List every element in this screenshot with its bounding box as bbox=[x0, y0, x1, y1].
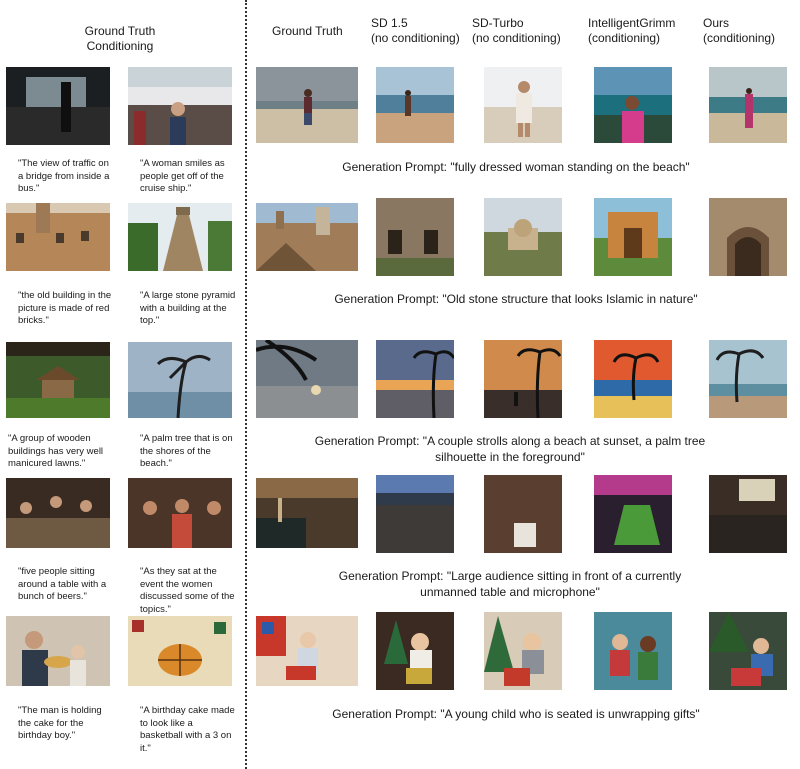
sdturbo-image-5 bbox=[484, 612, 562, 690]
conditioning-image-5a bbox=[6, 616, 110, 686]
conditioning-caption-5b: "A birthday cake made to look like a bas… bbox=[140, 705, 235, 754]
column-header-ground-truth-label: Ground Truth bbox=[272, 24, 343, 38]
conditioning-image-4a bbox=[6, 478, 110, 548]
column-header-sdturbo-sub: (no conditioning) bbox=[472, 31, 561, 45]
column-header-sd15: SD 1.5 (no conditioning) bbox=[371, 16, 460, 46]
left-header-line2: Conditioning bbox=[86, 39, 154, 53]
column-header-ours-sub: (conditioning) bbox=[703, 31, 776, 45]
column-header-sd15-label: SD 1.5 bbox=[371, 16, 408, 30]
sd15-image-5 bbox=[376, 612, 454, 690]
conditioning-image-3b bbox=[128, 342, 232, 418]
column-header-ground-truth: Ground Truth bbox=[272, 24, 343, 39]
sd15-image-4 bbox=[376, 475, 454, 553]
conditioning-image-3a bbox=[6, 342, 110, 418]
sd15-image-3 bbox=[376, 340, 454, 418]
sd15-image-2 bbox=[376, 198, 454, 276]
ours-image-5 bbox=[709, 612, 787, 690]
conditioning-image-1b bbox=[128, 67, 232, 145]
ground-truth-image-5 bbox=[256, 616, 358, 686]
conditioning-caption-1b: "A woman smiles as people get off of the… bbox=[140, 158, 225, 194]
intelligentgrimm-image-1 bbox=[594, 67, 672, 143]
left-header: Ground Truth Conditioning bbox=[80, 24, 160, 54]
intelligentgrimm-image-2 bbox=[594, 198, 672, 276]
sdturbo-image-1 bbox=[484, 67, 562, 143]
conditioning-image-2a bbox=[6, 203, 110, 271]
generation-prompt-4: Generation Prompt: "Large audience sitti… bbox=[338, 569, 682, 599]
column-header-ours: Ours (conditioning) bbox=[703, 16, 775, 46]
sdturbo-image-3 bbox=[484, 340, 562, 418]
conditioning-caption-4a: "five people sitting around a table with… bbox=[18, 566, 107, 602]
conditioning-caption-3b: "A palm tree that is on the shores of th… bbox=[140, 433, 233, 469]
column-header-intelligentgrimm-sub: (conditioning) bbox=[588, 31, 661, 45]
left-header-line1: Ground Truth bbox=[84, 24, 156, 38]
column-header-ours-label: Ours bbox=[703, 16, 730, 30]
generation-prompt-5: Generation Prompt: "A young child who is… bbox=[332, 707, 700, 721]
column-header-intelligentgrimm-label: IntelligentGrimm bbox=[588, 16, 676, 30]
conditioning-image-5b bbox=[128, 616, 232, 686]
ground-truth-image-4 bbox=[256, 478, 358, 548]
intelligentgrimm-image-3 bbox=[594, 340, 672, 418]
column-header-sdturbo-label: SD-Turbo bbox=[472, 16, 524, 30]
conditioning-caption-3a: "A group of wooden buildings has very we… bbox=[8, 433, 104, 469]
intelligentgrimm-image-4 bbox=[594, 475, 672, 553]
ground-truth-image-2 bbox=[256, 203, 358, 271]
conditioning-image-1a bbox=[6, 67, 110, 145]
conditioning-image-2b bbox=[128, 203, 232, 271]
sdturbo-image-2 bbox=[484, 198, 562, 276]
ours-image-4 bbox=[709, 475, 787, 553]
ground-truth-image-3 bbox=[256, 340, 358, 418]
column-header-sdturbo: SD-Turbo (no conditioning) bbox=[472, 16, 561, 46]
conditioning-caption-4b: "As they sat at the event the women disc… bbox=[140, 566, 235, 615]
ours-image-2 bbox=[709, 198, 787, 276]
generation-prompt-3: Generation Prompt: "A couple strolls alo… bbox=[314, 434, 706, 464]
conditioning-caption-1a: "The view of traffic on a bridge from in… bbox=[18, 158, 110, 194]
ours-image-3 bbox=[709, 340, 787, 418]
sd15-image-1 bbox=[376, 67, 454, 143]
generation-prompt-1: Generation Prompt: "fully dressed woman … bbox=[342, 160, 690, 174]
conditioning-image-4b bbox=[128, 478, 232, 548]
generation-prompt-2: Generation Prompt: "Old stone structure … bbox=[334, 292, 698, 306]
conditioning-caption-2b: "A large stone pyramid with a building a… bbox=[140, 290, 236, 326]
column-header-sd15-sub: (no conditioning) bbox=[371, 31, 460, 45]
column-header-intelligentgrimm: IntelligentGrimm (conditioning) bbox=[588, 16, 675, 46]
conditioning-caption-2a: "the old building in the picture is made… bbox=[18, 290, 112, 326]
dotted-divider bbox=[245, 0, 247, 769]
sdturbo-image-4 bbox=[484, 475, 562, 553]
ground-truth-image-1 bbox=[256, 67, 358, 143]
conditioning-caption-5a: "The man is holding the cake for the bir… bbox=[18, 705, 102, 741]
intelligentgrimm-image-5 bbox=[594, 612, 672, 690]
ours-image-1 bbox=[709, 67, 787, 143]
